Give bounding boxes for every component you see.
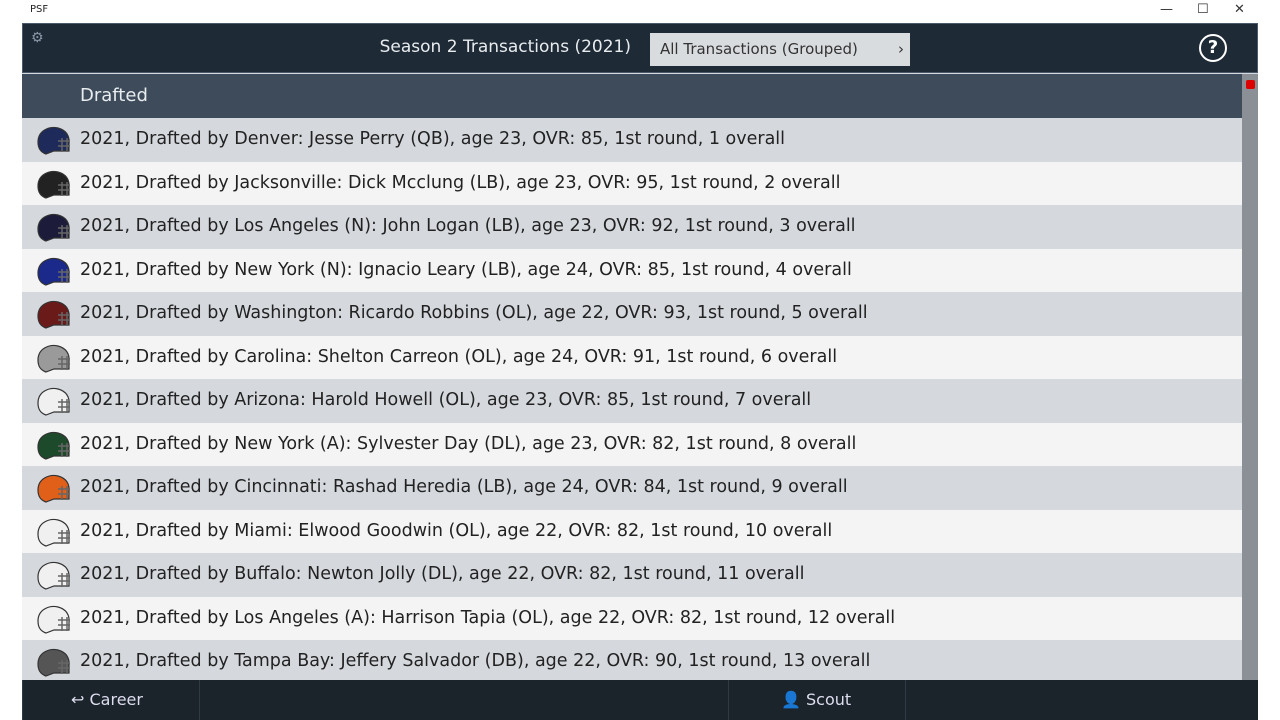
- settings-icon[interactable]: ⚙: [31, 30, 44, 46]
- header: ⚙ Season 2 Transactions (2021) All Trans…: [22, 23, 1258, 73]
- transaction-text: 2021, Drafted by Cincinnati: Rashad Here…: [80, 477, 848, 497]
- team-helmet: [37, 518, 70, 547]
- scout-label: Scout: [806, 690, 852, 709]
- header-title: Season 2 Transactions (2021): [379, 37, 631, 57]
- transaction-row[interactable]: 2021, Drafted by Arizona: Harold Howell …: [22, 379, 1242, 423]
- transaction-row[interactable]: 2021, Drafted by Tampa Bay: Jeffery Salv…: [22, 640, 1242, 684]
- transaction-text: 2021, Drafted by Buffalo: Newton Jolly (…: [80, 564, 805, 584]
- transaction-text: 2021, Drafted by Carolina: Shelton Carre…: [80, 346, 838, 367]
- maximize[interactable]: ☐: [1197, 2, 1209, 17]
- transaction-text: 2021, Drafted by Los Angeles (N): John L…: [80, 216, 856, 236]
- team-helmet: [37, 300, 70, 329]
- transaction-row[interactable]: 2021, Drafted by Carolina: Shelton Carre…: [22, 335, 1242, 379]
- team-helmet: [37, 126, 70, 155]
- row-list: 2021, Drafted by Denver: Jesse Perry (QB…: [22, 118, 1242, 684]
- transaction-text: 2021, Drafted by Tampa Bay: Jeffery Salv…: [80, 651, 871, 671]
- transaction-row[interactable]: 2021, Drafted by Cincinnati: Rashad Here…: [22, 466, 1242, 510]
- transaction-text: 2021, Drafted by Los Angeles (A): Harris…: [80, 607, 896, 628]
- transaction-row[interactable]: 2021, Drafted by New York (N): Ignacio L…: [22, 248, 1242, 292]
- transaction-text: 2021, Drafted by Denver: Jesse Perry (QB…: [80, 129, 786, 149]
- transaction-text: 2021, Drafted by Arizona: Harold Howell …: [80, 390, 812, 410]
- transaction-row[interactable]: 2021, Drafted by New York (A): Sylvester…: [22, 422, 1242, 466]
- team-helmet: [37, 257, 70, 286]
- team-helmet: [37, 431, 70, 460]
- transaction-row[interactable]: 2021, Drafted by Miami: Elwood Goodwin (…: [22, 509, 1242, 553]
- transaction-text: 2021, Drafted by Jacksonville: Dick Mccl…: [80, 172, 841, 193]
- transaction-text: 2021, Drafted by New York (N): Ignacio L…: [80, 259, 852, 280]
- section-header: Drafted: [22, 74, 1242, 118]
- career-button[interactable]: ↩ Career: [22, 680, 200, 720]
- team-helmet: [37, 213, 70, 242]
- footer: ↩ Career 👤 Scout: [22, 680, 1258, 720]
- team-helmet: [37, 344, 70, 373]
- transaction-row[interactable]: 2021, Drafted by Denver: Jesse Perry (QB…: [22, 118, 1242, 162]
- scroll-marker: [1246, 80, 1255, 89]
- team-helmet: [37, 648, 70, 677]
- scout-button[interactable]: 👤 Scout: [728, 680, 906, 720]
- transaction-row[interactable]: 2021, Drafted by Washington: Ricardo Rob…: [22, 292, 1242, 336]
- team-helmet: [37, 561, 70, 590]
- team-helmet: [37, 170, 70, 199]
- transaction-row[interactable]: 2021, Drafted by Buffalo: Newton Jolly (…: [22, 553, 1242, 597]
- scrollbar[interactable]: [1242, 74, 1258, 680]
- career-label: Career: [89, 690, 143, 709]
- help-button[interactable]: ?: [1199, 34, 1227, 62]
- transaction-row[interactable]: 2021, Drafted by Los Angeles (N): John L…: [22, 205, 1242, 249]
- app: ⚙ Season 2 Transactions (2021) All Trans…: [22, 23, 1258, 720]
- window-titlebar: PSF — ☐ ✕: [0, 0, 1280, 22]
- team-helmet: [37, 474, 70, 503]
- team-helmet: [37, 605, 70, 634]
- minimize[interactable]: —: [1160, 2, 1173, 17]
- transaction-text: 2021, Drafted by Miami: Elwood Goodwin (…: [80, 520, 833, 541]
- transaction-row[interactable]: 2021, Drafted by Jacksonville: Dick Mccl…: [22, 161, 1242, 205]
- transaction-row[interactable]: 2021, Drafted by Los Angeles (A): Harris…: [22, 596, 1242, 640]
- team-helmet: [37, 387, 70, 416]
- close[interactable]: ✕: [1234, 2, 1245, 17]
- transaction-text: 2021, Drafted by Washington: Ricardo Rob…: [80, 303, 868, 323]
- transaction-text: 2021, Drafted by New York (A): Sylvester…: [80, 433, 857, 454]
- window-title: PSF: [30, 4, 49, 15]
- filter-dropdown[interactable]: All Transactions (Grouped): [650, 33, 910, 66]
